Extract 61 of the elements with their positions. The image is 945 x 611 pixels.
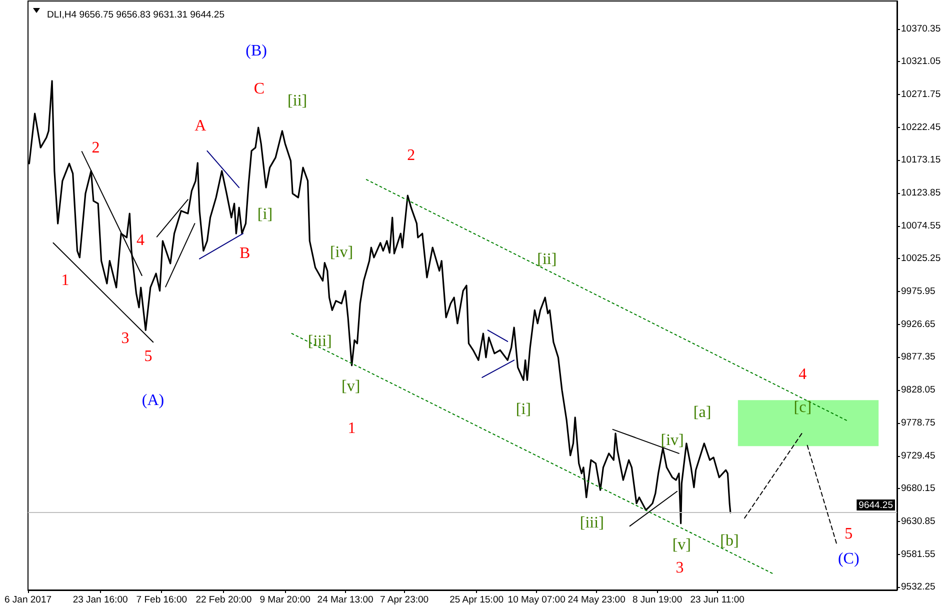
annotation: 3 — [121, 330, 130, 347]
annotation: [iii] — [580, 514, 604, 532]
y-tick-label: 9877.35 — [901, 352, 936, 363]
y-tick-label: 9778.75 — [901, 417, 936, 428]
x-tick-label: 7 Feb 16:00 — [136, 594, 188, 606]
annotation: [i] — [257, 206, 273, 224]
y-tick-label: 9729.45 — [901, 450, 936, 462]
text: DLI,H4 9656.75 9656.83 9631.31 9644.25 — [47, 10, 224, 20]
x-tick-label: 24 Mar 13:00 — [317, 594, 374, 606]
annotation: A — [194, 117, 207, 134]
x-tick-label: 25 Apr 15:00 — [450, 594, 504, 606]
annotation: [v] — [342, 378, 360, 395]
annotation: 4 — [798, 366, 807, 383]
y-tick-label: 10025.25 — [901, 253, 941, 264]
x-tick-label: 9 Mar 20:00 — [260, 594, 310, 606]
annotation: 5 — [144, 348, 152, 365]
annotation: (A) — [142, 392, 164, 409]
annotation: [ii] — [537, 251, 557, 268]
y-tick-label: 9532.25 — [901, 582, 936, 593]
x-tick-label: 23 Jan 16:00 — [72, 594, 128, 606]
y-tick-label: 10123.85 — [901, 187, 941, 198]
y-tick-label: 9680.15 — [901, 483, 936, 494]
annotation: [ii] — [288, 92, 308, 110]
ref-line-label: 9644.25 — [858, 500, 893, 512]
x-tick-label: 24 May 23:00 — [568, 594, 626, 606]
annotation: (B) — [246, 42, 267, 60]
annotation: 2 — [407, 147, 416, 164]
annotation: [iv] — [330, 244, 354, 262]
x-tick-label: 10 May 07:00 — [508, 594, 566, 606]
annotation: [a] — [693, 404, 712, 421]
y-tick-label: 10074.55 — [901, 220, 941, 232]
y-tick-label: 9630.85 — [901, 516, 936, 527]
y-tick-label: 10271.75 — [901, 88, 941, 100]
annotation: 5 — [844, 526, 853, 543]
y-tick-label: 9828.05 — [901, 384, 936, 396]
annotation: B — [240, 245, 250, 262]
x-tick-label: 7 Apr 23:00 — [380, 594, 429, 606]
annotation: (C) — [838, 550, 860, 568]
annotation: 1 — [348, 420, 356, 437]
annotation: 4 — [136, 232, 145, 250]
y-tick-label: 10370.35 — [901, 23, 941, 34]
annotation: [i] — [516, 400, 531, 418]
annotation: [iii] — [308, 332, 332, 350]
annotation: [c] — [794, 398, 812, 416]
annotation: [iv] — [660, 432, 684, 449]
y-tick-label: 9926.65 — [901, 318, 936, 330]
y-tick-label: 9975.95 — [901, 286, 936, 298]
x-tick-label: 8 Jun 19:00 — [632, 594, 682, 606]
annotation: 3 — [676, 560, 684, 577]
x-tick-label: 22 Feb 20:00 — [196, 594, 252, 606]
annotation: 1 — [61, 272, 70, 290]
x-tick-label: 6 Jan 2017 — [4, 594, 52, 606]
annotation: C — [254, 80, 265, 98]
annotation: [b] — [720, 532, 739, 550]
x-tick-label: 23 Jun 11:00 — [690, 594, 744, 606]
y-tick-label: 9581.55 — [901, 548, 936, 560]
y-tick-label: 10173.15 — [901, 154, 941, 166]
annotation: 2 — [92, 139, 100, 156]
y-tick-label: 10321.05 — [901, 56, 941, 68]
y-tick-label: 10222.45 — [901, 122, 941, 133]
annotation: [v] — [672, 536, 691, 554]
